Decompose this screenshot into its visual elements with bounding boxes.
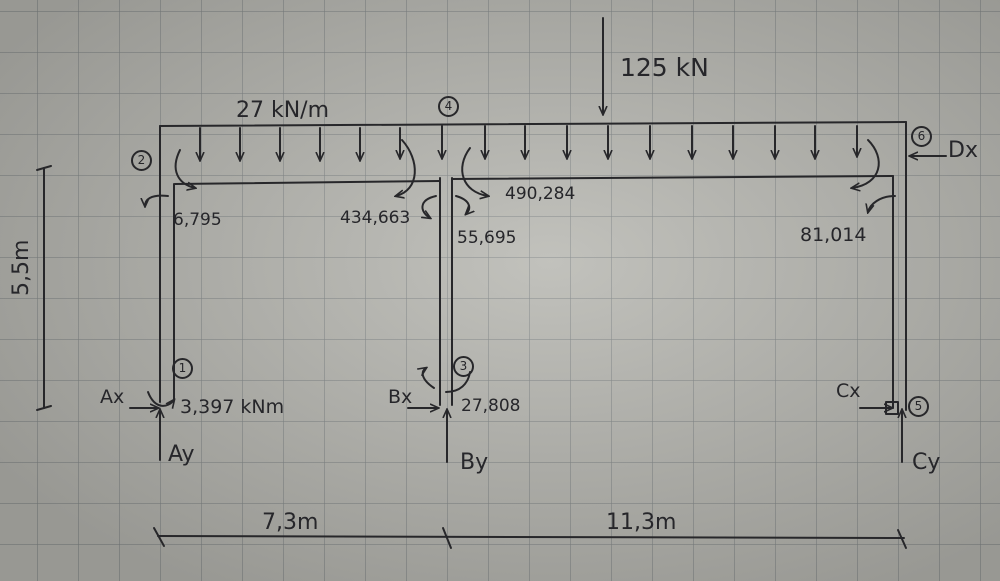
dimension-lines	[36, 165, 907, 549]
dimension-span-right-label: 11,3m	[606, 510, 677, 535]
reaction-ay-label: Ay	[168, 442, 195, 467]
moment-column-top-label: 55,695	[457, 228, 517, 248]
distributed-load-arrows	[200, 125, 857, 160]
beam	[159, 121, 907, 185]
moment-node3-label: 27,808	[461, 396, 521, 416]
moment-node2-label: 6,795	[173, 210, 222, 230]
reaction-cx-label: Cx	[836, 380, 861, 402]
dimension-height-label: 5,5m	[9, 239, 34, 296]
node-4-marker: 4	[438, 96, 459, 117]
dimension-span-left-label: 7,3m	[262, 510, 319, 535]
column-right	[892, 167, 907, 411]
node-1-marker: 1	[172, 358, 193, 379]
reaction-by-label: By	[460, 450, 489, 475]
distributed-load-label: 27 kN/m	[236, 98, 330, 123]
node-3-marker: 3	[453, 356, 474, 377]
point-load-label: 125 kN	[620, 53, 709, 82]
reaction-cy-label: Cy	[912, 450, 941, 475]
moment-beam-left-label: 434,663	[340, 208, 411, 228]
column-middle	[439, 177, 453, 406]
moment-right-label: 81,014	[800, 224, 867, 246]
moment-arrows	[145, 139, 896, 406]
node-2-marker: 2	[131, 150, 152, 171]
moment-node1-label: 3,397 kNm	[180, 396, 285, 418]
moment-beam-right-label: 490,284	[505, 184, 576, 204]
reaction-bx-label: Bx	[388, 386, 413, 408]
reaction-ax-label: Ax	[100, 386, 125, 408]
reaction-arrows	[129, 401, 902, 463]
node-5-marker: 5	[908, 396, 929, 417]
reaction-dx-label: Dx	[948, 138, 978, 163]
node-6-marker: 6	[911, 126, 932, 147]
